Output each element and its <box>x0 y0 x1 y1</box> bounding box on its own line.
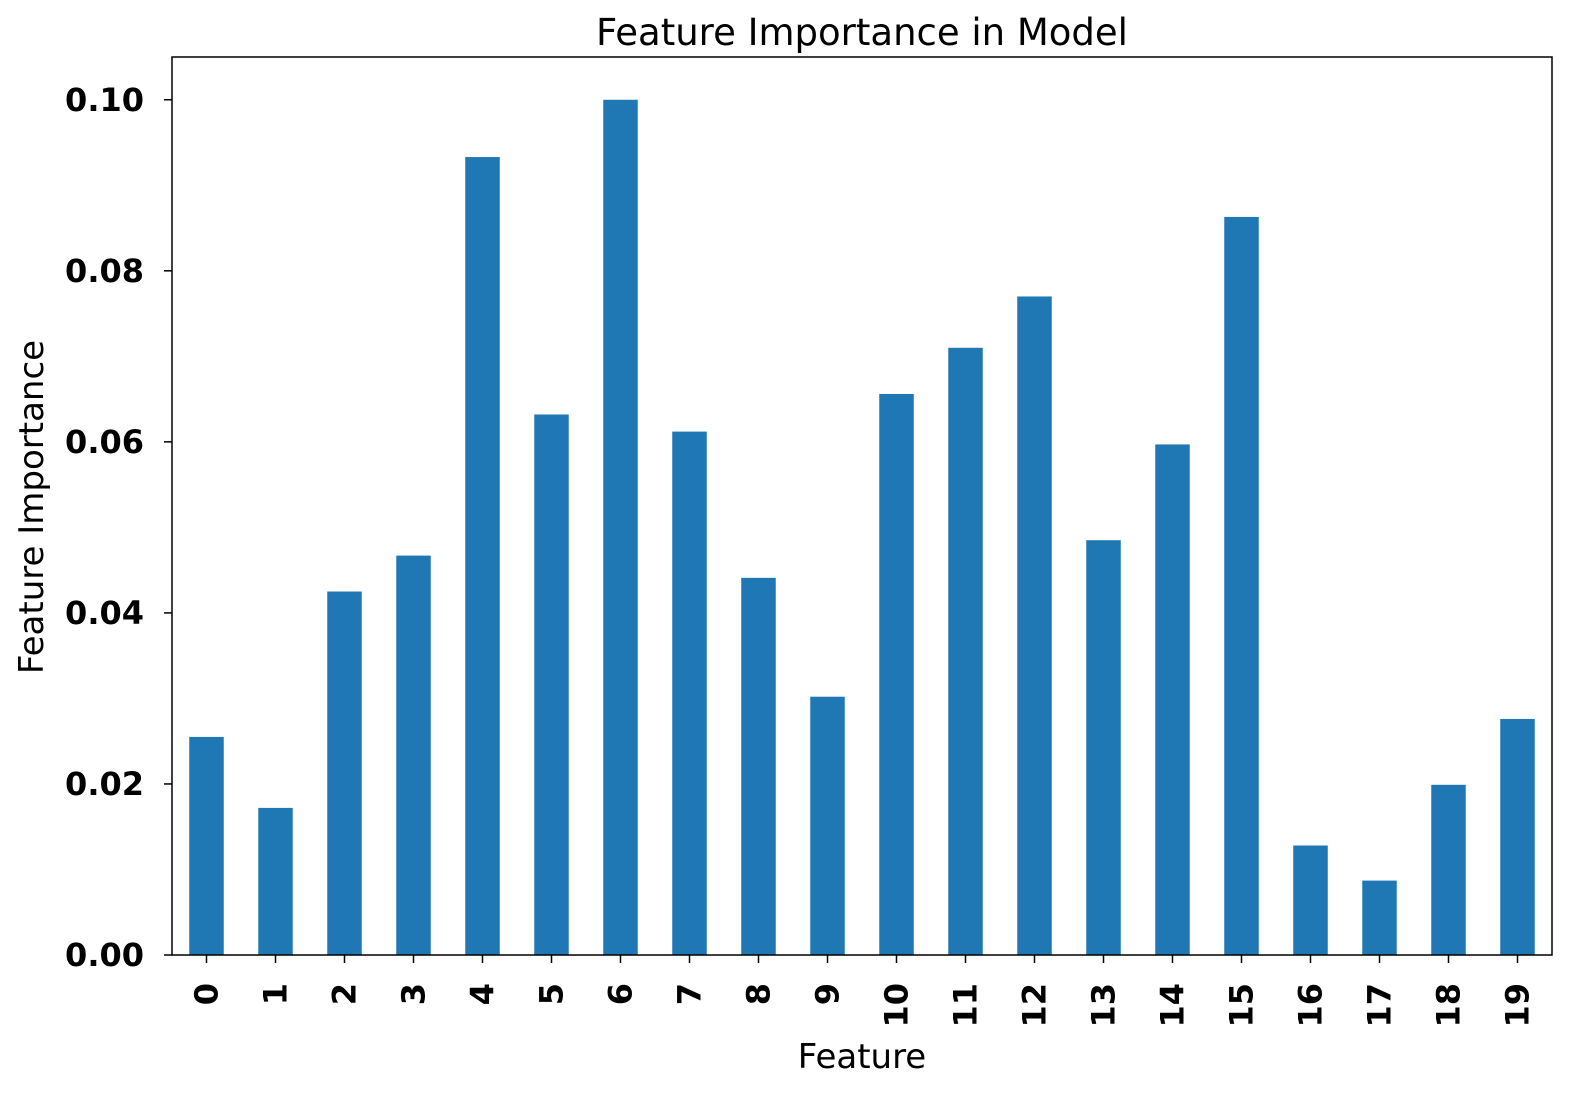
bar-8 <box>741 577 776 955</box>
bar-5 <box>534 414 569 956</box>
chart-title: Feature Importance in Model <box>596 11 1128 54</box>
bar-7 <box>672 431 707 955</box>
x-tick-label: 8 <box>740 983 778 1005</box>
x-tick-label: 12 <box>1016 983 1054 1028</box>
bar-14 <box>1155 444 1190 955</box>
x-tick-label: 5 <box>533 983 571 1005</box>
x-axis: 0 1 2 3 4 5 6 7 8 9 10 11 12 13 14 15 16 17 18 19 <box>188 955 1537 1028</box>
y-tick-label: 0.02 <box>65 765 144 803</box>
bar-13 <box>1086 540 1121 955</box>
x-tick-label: 1 <box>257 983 295 1005</box>
y-axis: 0.00 0.02 0.04 0.06 0.08 0.10 <box>65 81 172 974</box>
bar-11 <box>948 347 983 955</box>
x-tick-label: 19 <box>1499 983 1537 1028</box>
bar-9 <box>810 696 845 955</box>
bars-group <box>189 99 1535 956</box>
x-axis-label: Feature <box>798 1037 926 1077</box>
x-tick-label: 10 <box>878 983 916 1028</box>
x-tick-label: 6 <box>602 983 640 1005</box>
y-tick-label: 0.00 <box>65 936 144 974</box>
x-tick-label: 13 <box>1085 983 1123 1028</box>
bar-6 <box>603 99 638 955</box>
bar-3 <box>396 555 431 955</box>
x-tick-label: 18 <box>1430 983 1468 1028</box>
bar-2 <box>327 591 362 955</box>
bar-19 <box>1500 718 1535 955</box>
x-tick-label: 14 <box>1154 983 1192 1028</box>
bar-1 <box>258 807 293 955</box>
y-tick-label: 0.06 <box>65 423 144 461</box>
x-tick-label: 0 <box>188 983 226 1005</box>
plot-frame <box>171 56 1553 956</box>
x-tick-label: 15 <box>1223 983 1261 1028</box>
bar-12 <box>1017 296 1052 955</box>
x-tick-label: 9 <box>809 983 847 1005</box>
bar-10 <box>879 393 914 955</box>
x-tick-label: 4 <box>464 983 502 1005</box>
bar-15 <box>1224 216 1259 956</box>
y-tick-label: 0.04 <box>65 594 144 632</box>
y-axis-label: Feature Importance <box>12 340 52 674</box>
x-tick-label: 3 <box>395 983 433 1005</box>
y-tick-label: 0.08 <box>65 252 144 290</box>
x-tick-label: 16 <box>1292 983 1330 1028</box>
x-tick-label: 11 <box>947 983 985 1028</box>
bar-18 <box>1431 784 1466 955</box>
x-tick-label: 2 <box>326 983 364 1005</box>
y-tick-label: 0.10 <box>65 81 144 119</box>
bar-17 <box>1362 880 1397 955</box>
x-tick-label: 7 <box>671 983 709 1005</box>
bar-4 <box>465 157 500 955</box>
x-tick-label: 17 <box>1361 983 1399 1028</box>
bar-0 <box>189 736 224 955</box>
bar-16 <box>1293 845 1328 955</box>
